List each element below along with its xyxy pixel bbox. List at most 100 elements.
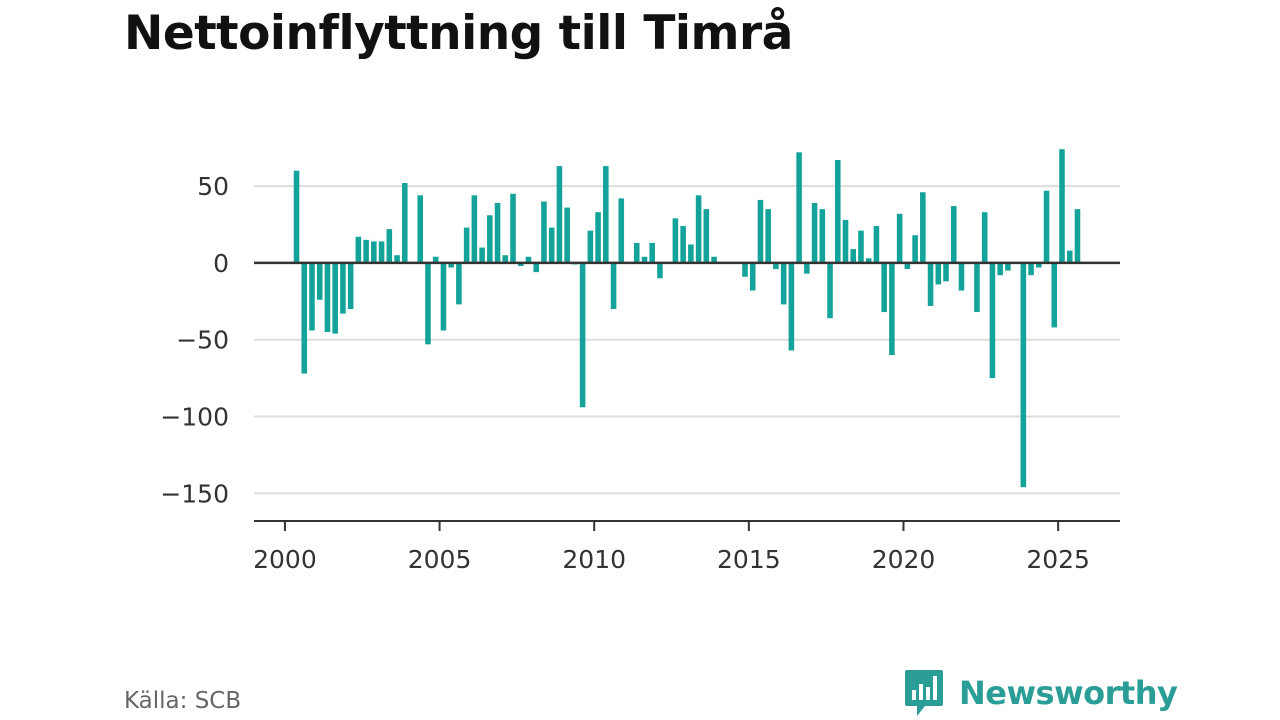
chart-title: Nettoinflyttning till Timrå: [124, 6, 793, 61]
bar: [394, 255, 400, 263]
bar: [742, 262, 748, 277]
bar: [533, 262, 540, 273]
bar: [889, 262, 895, 356]
x-tick-label: 2025: [1026, 545, 1090, 574]
bar: [340, 262, 346, 314]
brand-name: Newsworthy: [959, 674, 1178, 712]
bar: [548, 227, 555, 263]
axes: [254, 261, 1120, 531]
bar: [773, 262, 779, 270]
bar: [896, 213, 903, 263]
bar: [1074, 209, 1081, 263]
bar: [293, 170, 300, 263]
bar: [316, 262, 323, 300]
bar: [301, 262, 308, 374]
bar: [324, 262, 331, 333]
bar: [579, 262, 586, 408]
bar: [378, 241, 385, 263]
bar: [672, 218, 679, 263]
bar: [958, 262, 965, 291]
bar: [371, 241, 377, 263]
bar: [432, 256, 439, 263]
newsworthy-logo-icon: [905, 670, 943, 716]
bar: [927, 262, 934, 306]
bar: [425, 262, 431, 345]
bar: [1005, 262, 1011, 271]
bar: [1051, 262, 1058, 328]
bar: [695, 195, 702, 263]
bar: [618, 198, 625, 263]
bar: [873, 226, 880, 263]
bar: [633, 242, 640, 263]
bar: [842, 219, 849, 263]
bar: [448, 262, 454, 268]
bar: [595, 212, 601, 263]
bar: [541, 201, 547, 263]
bar: [417, 195, 424, 263]
bar: [711, 256, 717, 263]
bar: [309, 262, 315, 331]
y-tick-label: −100: [160, 403, 229, 432]
bar: [749, 262, 756, 291]
x-tick-label: 2015: [717, 545, 781, 574]
y-tick-label: −50: [176, 326, 229, 355]
bar: [649, 242, 655, 263]
bar: [950, 206, 957, 263]
bar: [989, 262, 996, 379]
bar: [796, 152, 802, 263]
bar: [657, 262, 663, 279]
bar: [471, 195, 478, 263]
bar: [819, 209, 826, 263]
bar: [974, 262, 980, 313]
bar: [363, 239, 369, 263]
bar: [502, 255, 509, 263]
bar: [703, 209, 710, 263]
bar: [935, 262, 942, 285]
brand-logo[interactable]: Newsworthy: [903, 668, 1178, 718]
x-tick-label: 2000: [253, 545, 317, 574]
gridlines: [254, 185, 1120, 495]
bar: [1036, 262, 1042, 268]
bar: [463, 227, 470, 263]
bar: [834, 159, 841, 263]
y-tick-label: 0: [213, 249, 229, 278]
bar: [494, 202, 501, 263]
bar: [827, 262, 833, 319]
bar: [332, 262, 338, 334]
bar: [912, 235, 918, 263]
bar: [765, 209, 771, 263]
bar: [804, 262, 810, 274]
bar: [850, 249, 857, 263]
bar: [603, 166, 609, 263]
bar: [858, 230, 864, 263]
bar: [1028, 262, 1034, 276]
bar: [904, 262, 911, 270]
bar: [355, 236, 362, 263]
bar: [487, 215, 493, 263]
bar: [688, 244, 694, 263]
x-tick-label: 2010: [562, 545, 626, 574]
bar: [386, 229, 393, 263]
bar: [997, 262, 1003, 276]
bar: [479, 247, 485, 263]
bar: [347, 262, 354, 309]
bar: [517, 262, 524, 266]
bar: [757, 199, 764, 263]
bar: [780, 262, 787, 305]
bar: [456, 262, 462, 305]
tick-labels: 50 0 −50 −100 −150 2000 2005 2010 2015 2020 2025: [160, 172, 1090, 574]
bar: [881, 262, 887, 313]
bar: [440, 262, 447, 331]
bar: [1066, 250, 1073, 263]
bar: [865, 258, 872, 263]
y-tick-label: −150: [160, 479, 229, 508]
x-tick-label: 2005: [408, 545, 472, 574]
bar: [401, 183, 408, 263]
bar: [1043, 190, 1050, 263]
x-tick-label: 2020: [872, 545, 936, 574]
bar: [610, 262, 617, 309]
bar: [943, 262, 949, 282]
bar: [564, 207, 570, 263]
bar: [981, 212, 988, 263]
